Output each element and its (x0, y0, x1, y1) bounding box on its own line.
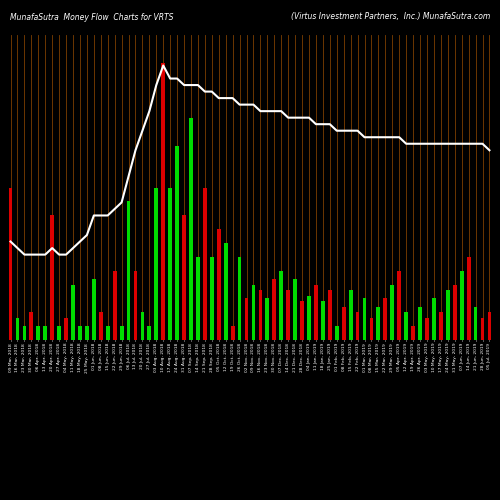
Bar (439, 312, 443, 340)
Bar (175, 146, 179, 340)
Bar (258, 290, 262, 340)
Bar (64, 318, 68, 340)
Bar (466, 257, 470, 340)
Bar (106, 326, 110, 340)
Bar (376, 306, 380, 340)
Bar (78, 326, 82, 340)
Bar (474, 306, 478, 340)
Bar (92, 279, 96, 340)
Bar (328, 290, 332, 340)
Bar (16, 318, 20, 340)
Bar (189, 118, 193, 340)
Bar (293, 279, 297, 340)
Bar (154, 188, 158, 340)
Bar (286, 290, 290, 340)
Bar (203, 188, 207, 340)
Bar (411, 326, 415, 340)
Bar (210, 257, 214, 340)
Bar (99, 312, 102, 340)
Bar (488, 312, 492, 340)
Text: (Virtus Investment Partners,  Inc.) MunafaSutra.com: (Virtus Investment Partners, Inc.) Munaf… (291, 12, 490, 22)
Bar (134, 270, 138, 340)
Bar (57, 326, 61, 340)
Bar (425, 318, 429, 340)
Bar (362, 298, 366, 340)
Bar (266, 298, 270, 340)
Bar (182, 215, 186, 340)
Bar (168, 188, 172, 340)
Bar (196, 257, 200, 340)
Bar (390, 284, 394, 340)
Bar (71, 284, 75, 340)
Bar (22, 326, 26, 340)
Bar (244, 298, 248, 340)
Bar (356, 312, 360, 340)
Bar (272, 279, 276, 340)
Bar (238, 257, 242, 340)
Bar (342, 306, 345, 340)
Bar (348, 290, 352, 340)
Bar (224, 243, 228, 340)
Bar (217, 229, 220, 340)
Bar (446, 290, 450, 340)
Bar (480, 318, 484, 340)
Bar (162, 62, 165, 340)
Bar (321, 301, 325, 340)
Bar (140, 312, 144, 340)
Bar (453, 284, 456, 340)
Bar (460, 270, 464, 340)
Bar (8, 188, 12, 340)
Bar (148, 326, 152, 340)
Bar (113, 270, 116, 340)
Bar (307, 296, 311, 340)
Bar (85, 326, 89, 340)
Bar (432, 298, 436, 340)
Bar (36, 326, 40, 340)
Bar (30, 312, 34, 340)
Bar (404, 312, 408, 340)
Bar (384, 298, 387, 340)
Bar (418, 306, 422, 340)
Bar (335, 326, 338, 340)
Text: MunafaSutra  Money Flow  Charts for VRTS: MunafaSutra Money Flow Charts for VRTS (10, 12, 173, 22)
Bar (50, 215, 54, 340)
Bar (370, 318, 374, 340)
Bar (398, 270, 401, 340)
Bar (44, 326, 47, 340)
Bar (314, 284, 318, 340)
Bar (252, 284, 256, 340)
Bar (126, 202, 130, 340)
Bar (230, 326, 234, 340)
Bar (280, 270, 283, 340)
Bar (300, 301, 304, 340)
Bar (120, 326, 124, 340)
